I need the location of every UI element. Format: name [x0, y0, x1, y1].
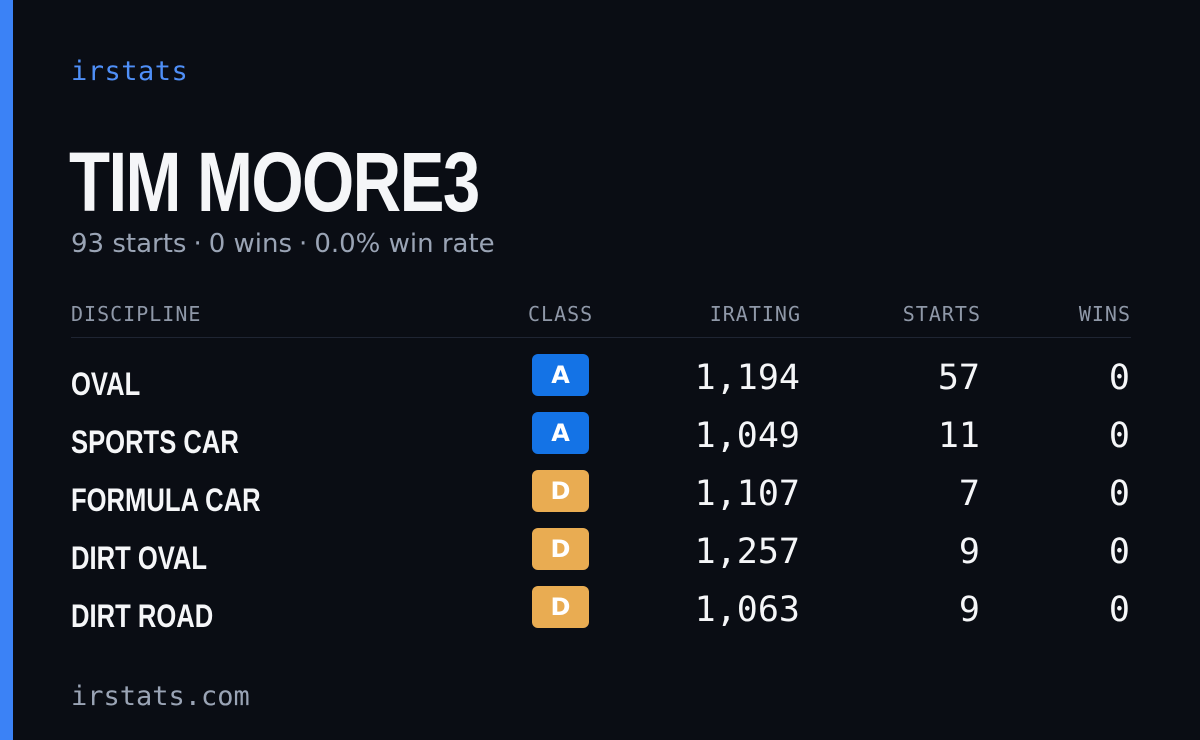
starts-value: 9 [958, 532, 980, 572]
irating-value: 1,049 [694, 416, 800, 456]
wins-summary: 0 wins [208, 229, 293, 259]
summary-separator: · [299, 229, 308, 259]
stats-table-header: DISCIPLINE CLASS IRATING STARTS WINS [71, 300, 1131, 338]
accent-bar [0, 0, 13, 740]
driver-summary: 93 starts · 0 wins · 0.0% win rate [71, 229, 495, 259]
irating-value: 1,107 [694, 474, 800, 514]
table-row: DIRT ROAD D 1,063 9 0 [71, 578, 1131, 636]
stats-table-body: OVAL A 1,194 57 0 SPORTS CAR A 1,049 11 … [71, 346, 1131, 636]
header-irating: IRATING [709, 302, 801, 326]
win-rate-summary: 0.0% win rate [314, 229, 495, 259]
license-class-badge: A [532, 354, 589, 396]
header-class: CLASS [528, 302, 594, 326]
discipline-name: OVAL [71, 366, 141, 402]
table-row: SPORTS CAR A 1,049 11 0 [71, 404, 1131, 462]
table-row: OVAL A 1,194 57 0 [71, 346, 1131, 404]
brand-logo-text[interactable]: irstats [71, 56, 189, 87]
wins-value: 0 [1108, 474, 1130, 514]
license-class-badge: D [532, 528, 589, 570]
header-discipline: DISCIPLINE [71, 302, 202, 326]
driver-name: TIM MOORE3 [69, 135, 480, 229]
header-starts: STARTS [902, 302, 981, 326]
header-wins: WINS [1078, 302, 1131, 326]
table-row: DIRT OVAL D 1,257 9 0 [71, 520, 1131, 578]
discipline-name: DIRT OVAL [71, 540, 208, 576]
irating-value: 1,257 [694, 532, 800, 572]
footer-site-url[interactable]: irstats.com [71, 681, 250, 712]
starts-value: 11 [937, 416, 980, 456]
starts-value: 7 [958, 474, 980, 514]
wins-value: 0 [1108, 532, 1130, 572]
discipline-name: SPORTS CAR [71, 424, 239, 460]
wins-value: 0 [1108, 358, 1130, 398]
starts-summary: 93 starts [71, 229, 187, 259]
irating-value: 1,194 [694, 358, 800, 398]
wins-value: 0 [1108, 590, 1130, 630]
discipline-name: DIRT ROAD [71, 598, 214, 634]
license-class-badge: D [532, 470, 589, 512]
license-class-badge: A [532, 412, 589, 454]
irating-value: 1,063 [694, 590, 800, 630]
starts-value: 9 [958, 590, 980, 630]
table-row: FORMULA CAR D 1,107 7 0 [71, 462, 1131, 520]
summary-separator: · [193, 229, 202, 259]
license-class-badge: D [532, 586, 589, 628]
starts-value: 57 [937, 358, 980, 398]
discipline-name: FORMULA CAR [71, 482, 261, 518]
wins-value: 0 [1108, 416, 1130, 456]
